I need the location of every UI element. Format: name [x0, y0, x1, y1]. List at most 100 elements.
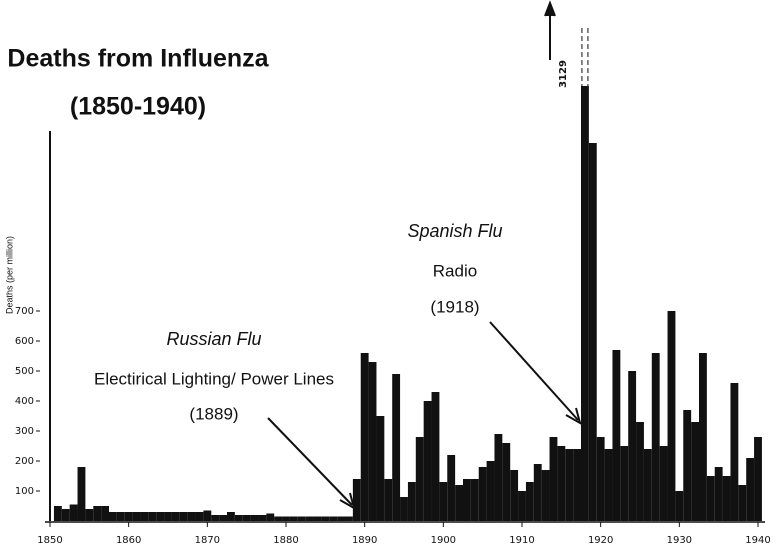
bar [423, 401, 432, 521]
bar [250, 515, 259, 521]
bar [691, 422, 699, 521]
bar [132, 512, 141, 521]
bar [612, 350, 621, 521]
bar [101, 506, 109, 521]
annotation: (1918) [430, 297, 479, 316]
bar [85, 509, 94, 521]
bar [49, 131, 51, 521]
bar [581, 86, 589, 521]
bar [683, 410, 692, 521]
x-tick-label: 1890 [352, 535, 377, 546]
bar [651, 353, 660, 521]
bar [242, 515, 251, 521]
bar [628, 371, 637, 521]
bar [636, 422, 644, 521]
bar [463, 479, 471, 521]
bar [203, 510, 212, 521]
x-tick-label: 1850 [37, 535, 62, 546]
bar [227, 512, 235, 521]
bar [502, 443, 511, 521]
bar [211, 515, 220, 521]
y-tick-label: 100 [15, 486, 34, 497]
bar [305, 516, 314, 521]
bar [69, 504, 78, 521]
x-tick-label: 1920 [588, 535, 613, 546]
bar [525, 482, 534, 521]
bar [384, 479, 393, 521]
bar [289, 516, 298, 521]
x-tick-label: 1910 [509, 535, 534, 546]
bar [439, 482, 448, 521]
bar [604, 449, 613, 521]
x-tick-label: 1870 [195, 535, 220, 546]
bar [407, 482, 416, 521]
bar [518, 491, 526, 521]
bar [282, 516, 290, 521]
x-tick-label: 1880 [273, 535, 298, 546]
annotation-title: Spanish Flu [407, 221, 502, 241]
bar [61, 509, 70, 521]
arrows [267, 0, 582, 511]
bar [234, 515, 243, 521]
bar [124, 512, 133, 521]
bar [258, 515, 267, 521]
chart-title: Deaths from Influenza [7, 45, 269, 73]
bar [400, 497, 408, 521]
bar [643, 449, 652, 521]
bar [345, 516, 353, 521]
bar [620, 446, 629, 521]
bar [148, 512, 157, 521]
annotation: Electirical Lighting/ Power Lines [94, 369, 334, 388]
bar [573, 449, 581, 521]
y-tick-label: 500 [15, 366, 34, 377]
bar [746, 458, 755, 521]
bar [549, 437, 558, 521]
x-tick-label: 1860 [116, 535, 141, 546]
bar [754, 437, 762, 521]
bar [722, 476, 731, 521]
bar [478, 467, 487, 521]
bar [93, 506, 102, 521]
bar [156, 512, 165, 521]
bar [675, 491, 684, 521]
chart-subtitle: (1850-1940) [70, 93, 206, 121]
x-tick-label: 1930 [667, 535, 692, 546]
bar [321, 516, 330, 521]
y-tick-label: 400 [15, 396, 34, 407]
bar [565, 449, 574, 521]
bar [730, 383, 739, 521]
annotation: (1889) [189, 404, 238, 423]
bar [187, 512, 196, 521]
annotation: Radio [433, 261, 477, 280]
y-tick-label: 700 [15, 306, 34, 317]
bar [699, 353, 707, 521]
bar [494, 434, 503, 521]
bar [659, 446, 668, 521]
bar [470, 479, 479, 521]
bar [738, 485, 747, 521]
bar [179, 512, 188, 521]
bar [557, 446, 566, 521]
bar [360, 353, 369, 521]
annotation-title: Russian Flu [166, 329, 261, 349]
bar [376, 416, 385, 521]
bar [392, 374, 401, 521]
bar [337, 516, 345, 521]
bar [596, 437, 605, 521]
bar [164, 512, 172, 521]
bar [313, 516, 322, 521]
bar [415, 437, 424, 521]
bar [274, 516, 283, 521]
bar [714, 467, 723, 521]
y-tick-label: 200 [15, 456, 34, 467]
bar [510, 470, 519, 521]
bar [455, 485, 463, 521]
bar [297, 516, 306, 521]
bars [49, 86, 762, 521]
bar [541, 470, 550, 521]
bar [447, 455, 456, 521]
bar [116, 512, 125, 521]
bar [706, 476, 715, 521]
y-tick-label: 300 [15, 426, 34, 437]
